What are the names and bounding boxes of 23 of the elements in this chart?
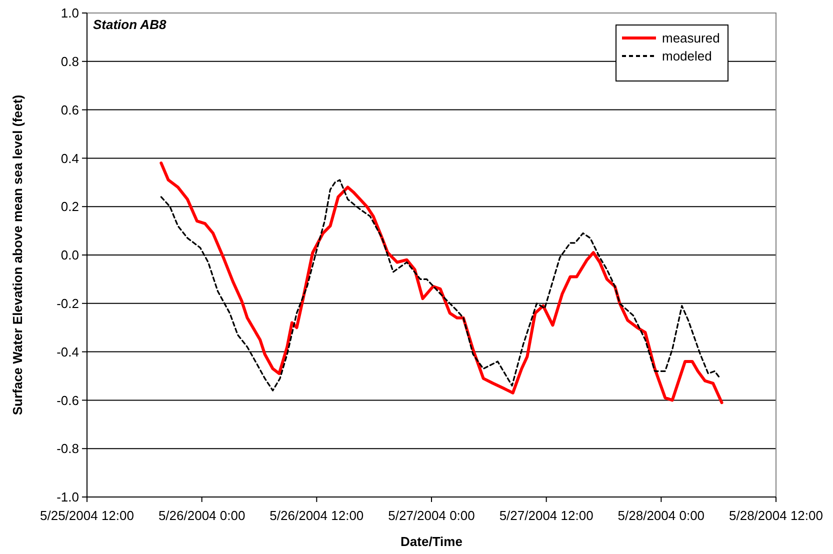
y-tick-label: -0.6 (56, 392, 79, 408)
y-tick-label: 0.6 (60, 102, 79, 118)
y-tick-label: 1.0 (60, 6, 79, 21)
y-tick-label: 0.8 (60, 54, 79, 69)
x-tick-label: 5/25/2004 12:00 (40, 508, 134, 523)
x-tick-label: 5/28/2004 12:00 (729, 508, 823, 523)
y-tick-label: -0.8 (56, 441, 79, 456)
legend-label: modeled (662, 48, 712, 64)
y-tick-label: 0.4 (60, 150, 79, 166)
x-tick-label: 5/27/2004 0:00 (388, 508, 475, 523)
y-tick-label: -0.2 (56, 296, 79, 311)
x-tick-label: 5/26/2004 0:00 (158, 508, 246, 523)
y-tick-label: -1.0 (56, 490, 79, 505)
annotation: Station AB8 (93, 17, 167, 32)
legend-label: measured (662, 30, 720, 46)
y-tick-label: 0.0 (60, 248, 79, 263)
y-tick-label: -0.4 (56, 344, 79, 360)
x-tick-label: 5/26/2004 12:00 (270, 508, 364, 523)
x-tick-label: 5/27/2004 12:00 (499, 508, 594, 523)
x-tick-label: 5/28/2004 0:00 (618, 508, 705, 523)
y-axis-title: Surface Water Elevation above mean sea level (feet) (10, 94, 25, 416)
x-axis-title: Date/Time (400, 534, 462, 549)
y-tick-label: 0.2 (60, 199, 79, 214)
